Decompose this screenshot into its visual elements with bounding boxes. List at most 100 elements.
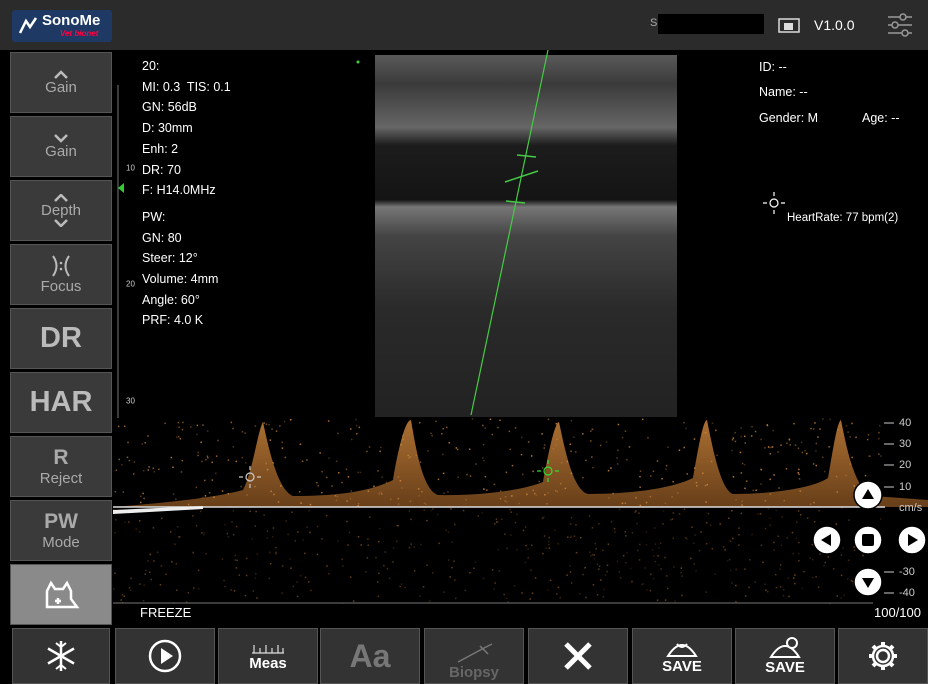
parameter-line: Angle: 60° [142, 292, 200, 307]
speckle-dot [582, 476, 584, 479]
speckle-dot [407, 454, 409, 457]
speckle-dot [521, 436, 523, 439]
gain-down-button[interactable]: Gain [10, 116, 112, 177]
speckle-dot [474, 561, 476, 563]
speckle-dot [691, 526, 693, 528]
measure-button[interactable]: Meas [218, 628, 318, 684]
biopsy-button[interactable]: Biopsy [424, 628, 524, 684]
speckle-dot [367, 490, 370, 492]
speckle-dot [809, 503, 812, 505]
reject-button[interactable]: R Reject [10, 436, 112, 497]
speckle-dot [290, 567, 292, 569]
speckle-dot [266, 468, 269, 471]
speckle-dot [649, 589, 652, 592]
export-icon[interactable] [778, 16, 800, 34]
speckle-dot [341, 558, 343, 561]
speckle-dot [172, 493, 175, 495]
freeze-button[interactable] [12, 628, 110, 684]
text-button[interactable]: Aa [320, 628, 420, 684]
speckle-dot [785, 468, 788, 470]
speckle-dot [365, 571, 367, 573]
speckle-dot [798, 478, 801, 480]
speckle-dot [509, 508, 511, 511]
speckle-dot [298, 491, 301, 493]
depth-button[interactable]: Depth [10, 180, 112, 241]
focus-button[interactable]: Focus [10, 244, 112, 305]
speckle-dot [654, 543, 657, 545]
speckle-dot [616, 463, 619, 465]
speckle-dot [559, 596, 561, 599]
speckle-dot [866, 438, 869, 441]
speckle-dot [272, 462, 274, 464]
settings-button[interactable] [838, 628, 928, 684]
gain-up-button[interactable]: Gain [10, 52, 112, 113]
speckle-dot [494, 523, 496, 525]
speckle-dot [514, 521, 517, 524]
speckle-dot [744, 442, 746, 444]
speckle-dot [128, 459, 131, 462]
speckle-dot [862, 554, 864, 557]
speckle-dot [878, 437, 880, 440]
speckle-dot [379, 450, 381, 453]
speckle-dot [359, 471, 362, 474]
speckle-dot [707, 512, 710, 515]
speckle-dot [496, 521, 499, 523]
speckle-dot [349, 497, 352, 500]
speckle-dot [569, 571, 572, 573]
speckle-dot [140, 501, 142, 504]
mode-button[interactable]: PW Mode [10, 500, 112, 561]
speckle-dot [195, 525, 198, 527]
focus-marker [118, 183, 124, 193]
speckle-dot [402, 438, 404, 441]
speckle-dot [746, 480, 748, 482]
play-button[interactable] [115, 628, 215, 684]
speckle-dot [140, 495, 142, 498]
speckle-dot [760, 483, 762, 485]
speckle-dot [560, 461, 563, 464]
speckle-dot [265, 462, 267, 465]
settings-sliders[interactable] [886, 12, 914, 38]
vet-preset-button[interactable] [10, 564, 112, 625]
speckle-dot [853, 546, 855, 548]
speckle-dot [658, 564, 660, 566]
speckle-dot [442, 428, 444, 430]
speckle-dot [335, 460, 338, 463]
speckle-dot [206, 430, 209, 432]
speckle-dot [124, 425, 126, 427]
speckle-dot [762, 561, 764, 564]
save-clip-button[interactable]: SAVE [735, 628, 835, 684]
logo[interactable]: SonoMe Vet bionet [12, 10, 112, 42]
speckle-dot [142, 470, 145, 472]
speckle-dot [357, 471, 359, 474]
speckle-dot [495, 518, 498, 520]
speckle-dot [526, 493, 528, 496]
speckle-dot [735, 568, 737, 571]
speckle-dot [432, 572, 434, 574]
speckle-dot [798, 541, 800, 544]
speckle-dot [769, 493, 772, 495]
speckle-dot [254, 577, 256, 579]
dr-button[interactable]: DR [10, 308, 112, 369]
speckle-dot [781, 516, 784, 518]
speckle-dot [794, 574, 796, 576]
speckle-dot [292, 585, 295, 588]
har-button[interactable]: HAR [10, 372, 112, 433]
speckle-dot [525, 526, 527, 528]
speckle-dot [543, 516, 545, 519]
button-label: Gain [45, 79, 77, 96]
speckle-dot [694, 534, 696, 536]
speckle-dot [234, 559, 237, 561]
gate-mark [516, 154, 537, 158]
clear-button[interactable] [528, 628, 628, 684]
speckle-dot [593, 557, 596, 560]
speckle-dot [508, 430, 511, 433]
speckle-dot [616, 457, 618, 459]
speckle-dot [331, 485, 333, 487]
speckle-dot [244, 594, 247, 597]
speckle-dot [662, 510, 665, 512]
speckle-dot [788, 595, 790, 598]
speckle-dot [400, 444, 402, 446]
speckle-dot [659, 542, 662, 544]
save-image-button[interactable]: SAVE [632, 628, 732, 684]
speckle-dot [797, 472, 799, 474]
